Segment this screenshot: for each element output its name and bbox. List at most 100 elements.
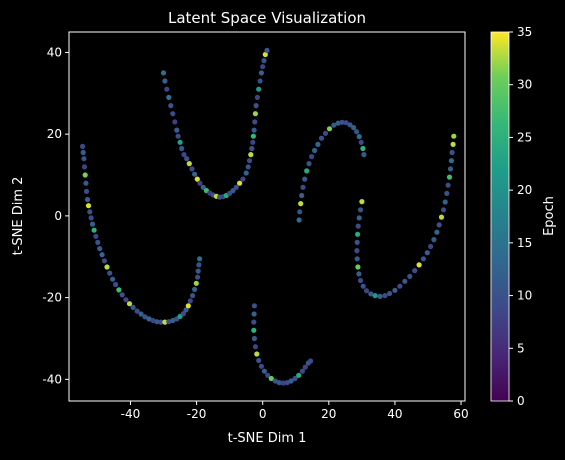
data-point <box>306 161 312 167</box>
data-point <box>192 286 198 292</box>
data-point <box>347 122 353 128</box>
data-point <box>185 303 191 309</box>
data-point <box>298 201 304 207</box>
data-point <box>116 287 122 293</box>
data-point <box>189 166 195 172</box>
data-point <box>172 119 178 125</box>
data-point <box>331 122 337 128</box>
data-point <box>81 164 88 170</box>
data-point <box>424 250 430 256</box>
data-point <box>174 127 180 133</box>
x-tick-label: 0 <box>259 407 267 421</box>
data-point <box>252 344 258 350</box>
data-point <box>146 316 152 322</box>
colorbar-tick-label: 25 <box>517 130 532 144</box>
data-point <box>296 217 302 223</box>
data-point <box>309 154 315 160</box>
data-point <box>382 293 388 299</box>
x-axis: -40 -20 0 20 40 60 <box>121 401 469 421</box>
data-point <box>261 58 267 64</box>
data-point <box>258 70 264 76</box>
data-point <box>359 199 365 205</box>
data-point <box>101 258 107 264</box>
data-point <box>130 304 136 310</box>
colorbar-tick-label: 0 <box>517 394 525 408</box>
data-point <box>187 298 193 304</box>
data-point <box>318 135 325 141</box>
data-point <box>448 158 454 164</box>
data-point <box>193 280 199 286</box>
data-point <box>312 147 318 154</box>
data-point <box>264 47 270 54</box>
y-tick-label: -40 <box>42 372 62 386</box>
data-point <box>142 314 148 320</box>
y-axis: -40 -20 0 20 40 <box>42 45 69 386</box>
data-point <box>180 311 186 317</box>
data-point <box>250 139 256 145</box>
data-point <box>258 363 264 369</box>
data-point <box>256 357 262 364</box>
colorbar-tick-label: 15 <box>517 236 532 250</box>
data-point <box>355 264 361 270</box>
data-point <box>107 270 113 276</box>
data-point <box>184 156 190 162</box>
data-point <box>315 141 321 147</box>
data-point <box>438 214 445 220</box>
data-point <box>304 168 310 174</box>
data-point <box>168 103 174 109</box>
data-point <box>190 293 196 299</box>
data-point <box>357 207 364 213</box>
data-point <box>138 311 144 317</box>
x-tick-label: -20 <box>187 407 207 421</box>
data-point <box>253 103 259 109</box>
data-point <box>387 290 393 297</box>
chart-title: Latent Space Visualization <box>168 9 366 27</box>
data-point <box>99 252 105 258</box>
data-point <box>83 180 89 186</box>
colorbar-tick-label: 20 <box>517 183 532 197</box>
data-point <box>158 319 164 325</box>
data-point <box>355 223 361 229</box>
data-point <box>355 231 361 237</box>
data-point <box>83 188 90 194</box>
data-point <box>397 283 403 289</box>
data-point <box>179 145 185 152</box>
data-point <box>181 152 187 158</box>
data-point <box>166 319 172 325</box>
data-point <box>431 237 437 243</box>
data-point <box>87 209 93 215</box>
data-point <box>183 307 189 313</box>
data-point <box>354 256 360 262</box>
data-point <box>446 174 453 180</box>
data-point <box>451 133 457 139</box>
data-point <box>265 372 271 378</box>
data-point <box>91 227 97 233</box>
x-tick-label: 20 <box>321 407 336 421</box>
data-point <box>251 311 257 317</box>
data-point <box>175 133 181 139</box>
data-point <box>296 372 302 378</box>
data-point <box>447 166 454 172</box>
data-point <box>402 278 408 284</box>
data-point <box>243 170 249 176</box>
data-point <box>126 301 133 307</box>
data-point <box>276 380 282 386</box>
data-point <box>356 215 362 221</box>
data-point <box>166 94 172 100</box>
data-point <box>119 292 125 298</box>
data-point <box>251 127 257 133</box>
data-point <box>343 120 349 126</box>
data-point <box>361 152 367 158</box>
data-point <box>85 203 92 209</box>
data-point <box>302 364 308 370</box>
data-point <box>322 130 329 136</box>
data-point <box>363 288 370 294</box>
data-point <box>261 368 267 374</box>
data-point <box>360 145 366 152</box>
data-point <box>412 268 418 274</box>
data-point <box>113 281 119 288</box>
data-point <box>230 188 236 194</box>
data-point <box>356 271 362 277</box>
data-point <box>170 317 176 324</box>
data-point <box>104 264 110 270</box>
